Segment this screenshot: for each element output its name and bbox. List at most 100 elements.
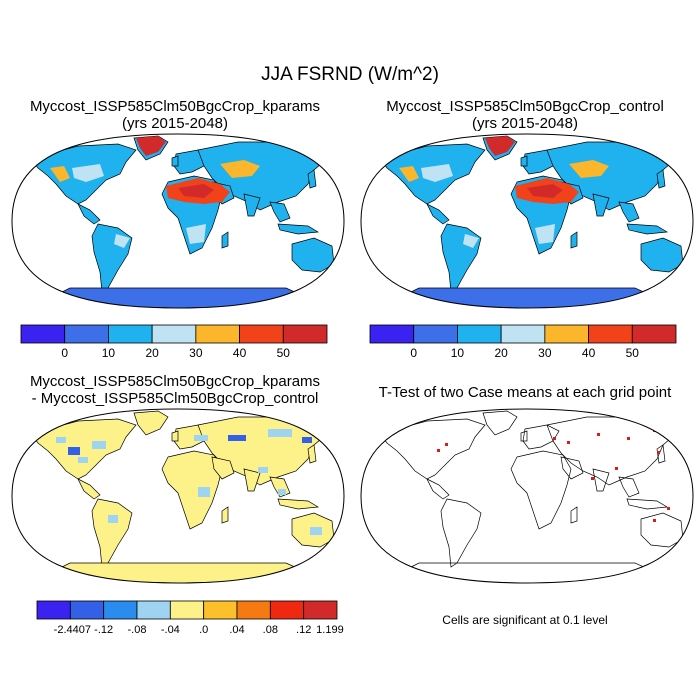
- colorbar-swatch: [108, 324, 153, 344]
- diff-patch: [228, 435, 246, 441]
- panel1-title-line1: Myccost_ISSP585Clm50BgcCrop_kparams: [29, 98, 321, 115]
- continent-seAsia: [618, 476, 640, 498]
- diff-patch: [198, 487, 210, 497]
- warm-central-asia: [220, 160, 260, 178]
- cool-southern-africa: [535, 224, 555, 244]
- continent-greenland: [133, 410, 169, 436]
- significant-cell: [653, 519, 656, 522]
- cool-southern-africa: [186, 224, 206, 244]
- colorbar-swatch: [151, 324, 197, 344]
- continent-uk: [520, 430, 528, 442]
- colorbar-swatch: [544, 324, 589, 344]
- hotspot-sahara-core: [178, 184, 214, 198]
- continent-uk: [171, 430, 179, 442]
- significant-cell: [667, 507, 670, 510]
- colorbar-kparams: 0 10 20 30 40 50: [20, 324, 328, 360]
- colorbar-swatch: [369, 324, 415, 344]
- continent-centralAmerica: [426, 203, 450, 225]
- continent-madagascar: [221, 506, 229, 524]
- significant-cell: [597, 433, 600, 436]
- cool-brazil: [114, 234, 130, 248]
- map-kparams: [11, 133, 345, 309]
- colorbar-label: 50: [626, 346, 640, 360]
- colorbar-label: 30: [538, 346, 552, 360]
- colorbar-swatch: [282, 324, 328, 344]
- continent-arabia: [211, 456, 235, 480]
- panel4-title-line1: T-Test of two Case means at each grid po…: [378, 384, 672, 401]
- colorbar-difference: -2.4407-.12 -.08 -.04 .0 .04 .08 .12 1.1993: [36, 600, 344, 636]
- continent-uk: [171, 155, 179, 167]
- figure-title: JJA FSRND (W/m^2): [261, 64, 439, 85]
- panel1-title-line2: (yrs 2015-2048): [122, 115, 228, 132]
- continent-india: [592, 193, 610, 217]
- continent-indonesia: [626, 223, 669, 235]
- map-ttest: [360, 408, 694, 584]
- continent-centralAmerica: [77, 478, 101, 500]
- diff-patch: [78, 457, 88, 463]
- cool-eastern-us: [72, 164, 104, 182]
- significant-cell: [437, 449, 440, 452]
- continent-india: [592, 468, 610, 492]
- continent-northAmerica: [31, 418, 137, 480]
- panel2-title: Myccost_ISSP585Clm50BgcCrop_control (yrs…: [350, 98, 700, 132]
- colorbar-label: 50: [277, 346, 291, 360]
- colorbar-swatch: [136, 600, 171, 620]
- map-border: [11, 133, 345, 309]
- map-border: [11, 408, 345, 584]
- ocean: [361, 409, 693, 583]
- continent-antarctica: [48, 562, 310, 583]
- diff-patch: [268, 429, 292, 437]
- warm-central-asia: [569, 160, 609, 178]
- diff-patch: [310, 527, 322, 535]
- continent-indonesia: [626, 498, 669, 510]
- continent-uk: [520, 155, 528, 167]
- continent-madagascar: [570, 506, 578, 524]
- hotspot-sahara-core: [527, 184, 563, 198]
- diff-patch: [92, 441, 106, 449]
- continent-antarctica: [48, 287, 310, 308]
- diff-patch: [258, 467, 268, 473]
- continent-japan: [656, 444, 666, 464]
- significant-cell: [445, 443, 448, 446]
- continent-australia: [291, 237, 335, 273]
- continent-europe: [522, 424, 560, 450]
- continent-centralAmerica: [77, 203, 101, 225]
- continent-australia: [640, 512, 684, 548]
- colorbar-swatch: [413, 324, 458, 344]
- diff-patch: [108, 515, 118, 523]
- colorbar-swatch: [303, 600, 338, 620]
- colorbar-swatch: [500, 324, 546, 344]
- colorbar-swatch: [195, 324, 240, 344]
- diff-patch: [56, 437, 66, 443]
- continent-centralAmerica: [426, 478, 450, 500]
- continent-japan: [656, 169, 666, 189]
- colorbar-swatch: [20, 324, 66, 344]
- significant-cell: [553, 437, 556, 440]
- ttest-note: Cells are significant at 0.1 level: [442, 613, 608, 627]
- diff-patch: [194, 435, 208, 441]
- colorbar-swatch: [239, 324, 284, 344]
- continent-japan: [307, 444, 317, 464]
- colorbar-label: 10: [102, 346, 116, 360]
- colorbar-label: -.08: [128, 624, 147, 636]
- panel3-title-line1: Myccost_ISSP585Clm50BgcCrop_kparams: [29, 373, 321, 390]
- continent-seAsia: [269, 201, 291, 223]
- colorbar-label: .12: [296, 624, 311, 636]
- map-difference: [11, 408, 345, 584]
- colorbar-swatch: [457, 324, 502, 344]
- map-border: [360, 408, 694, 584]
- panel3-title: Myccost_ISSP585Clm50BgcCrop_kparams - My…: [0, 373, 350, 407]
- significant-cell: [591, 477, 594, 480]
- map-control: [360, 133, 694, 309]
- significant-cell: [657, 451, 660, 454]
- colorbar-label: .04: [229, 624, 244, 636]
- continent-madagascar: [221, 231, 229, 249]
- cool-brazil: [463, 234, 479, 248]
- colorbar-label: 30: [189, 346, 203, 360]
- continent-greenland: [482, 410, 518, 436]
- colorbar-swatch: [103, 600, 138, 620]
- colorbar-label: 20: [145, 346, 159, 360]
- colorbar-label: -.12: [94, 624, 113, 636]
- colorbar-swatch: [36, 600, 71, 620]
- continent-australia: [640, 237, 684, 273]
